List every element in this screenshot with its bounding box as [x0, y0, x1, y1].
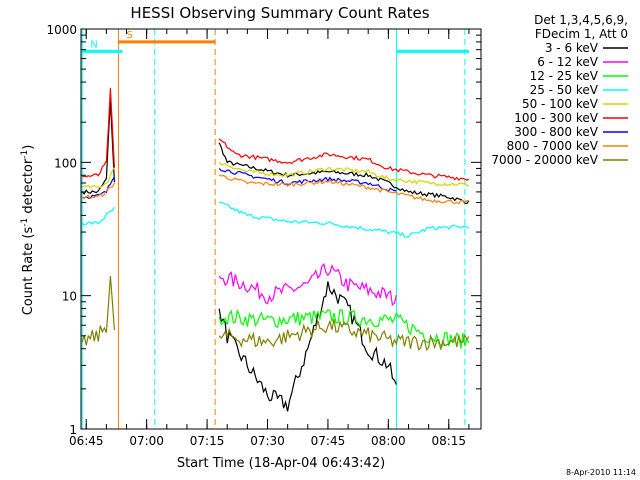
series-line: [81, 161, 469, 189]
series-line: [82, 87, 470, 181]
series-line: [218, 308, 470, 349]
footer-date: 8-Apr-2010 11:14: [566, 468, 636, 477]
chart-title: HESSI Observing Summary Count Rates: [130, 4, 429, 22]
x-tick-label: 06:45: [69, 434, 104, 448]
legend-entry-label: 7000 - 20000 keV: [491, 153, 598, 167]
series-line: [81, 99, 470, 412]
y-tick-label: 1000: [46, 23, 77, 37]
legend-entry-label: 800 - 7000 keV: [507, 139, 599, 153]
x-tick-label: 08:00: [371, 434, 406, 448]
x-axis-ticks: 06:45 07:00 07:15 07:30 07:45 08:00 08:15: [69, 29, 470, 448]
legend-entry-label: 3 - 6 keV: [545, 41, 599, 55]
legend-entry-label: 12 - 25 keV: [530, 69, 599, 83]
series-line: [81, 276, 470, 351]
y-tick-label: 1: [69, 423, 77, 437]
y-label-sup1: -1: [20, 218, 30, 227]
legend-entry-label: 6 - 12 keV: [537, 55, 599, 69]
plot-frame: [80, 28, 482, 430]
y-label-main: Count Rate (s: [21, 227, 36, 316]
y-tick-label: 10: [62, 290, 77, 304]
legend-entry-label: 25 - 50 keV: [530, 83, 599, 97]
y-tick-label: 100: [54, 156, 77, 170]
legend-header-2: FDecim 1, Att 0: [535, 27, 628, 41]
segment-label: S: [126, 30, 132, 41]
legend-entry-label: 300 - 800 keV: [514, 125, 598, 139]
legend-header-1: Det 1,3,4,5,6,9,: [534, 13, 628, 27]
x-tick-label: 07:30: [250, 434, 285, 448]
x-axis-label: Start Time (18-Apr-04 06:43:42): [177, 456, 385, 471]
y-axis-ticks: 1 10 100 1000: [46, 23, 481, 437]
series-line: [81, 201, 470, 238]
x-tick-label: 07:45: [311, 434, 346, 448]
series-line: [218, 263, 397, 307]
y-label-end: ): [21, 145, 36, 150]
x-tick-label: 07:15: [190, 434, 225, 448]
legend-entry-label: 50 - 100 keV: [522, 97, 599, 111]
segment-label: N: [90, 39, 97, 50]
x-tick-label: 07:00: [129, 434, 164, 448]
x-tick-label: 08:15: [431, 434, 466, 448]
y-label-sup2: -1: [20, 150, 30, 159]
y-label-mid: detector: [21, 158, 36, 218]
plot-area: SN: [81, 29, 470, 429]
series-line: [81, 174, 469, 205]
legend-entry-label: 100 - 300 keV: [514, 111, 598, 125]
y-axis-label: Count Rate (s-1 detector-1): [20, 145, 36, 316]
